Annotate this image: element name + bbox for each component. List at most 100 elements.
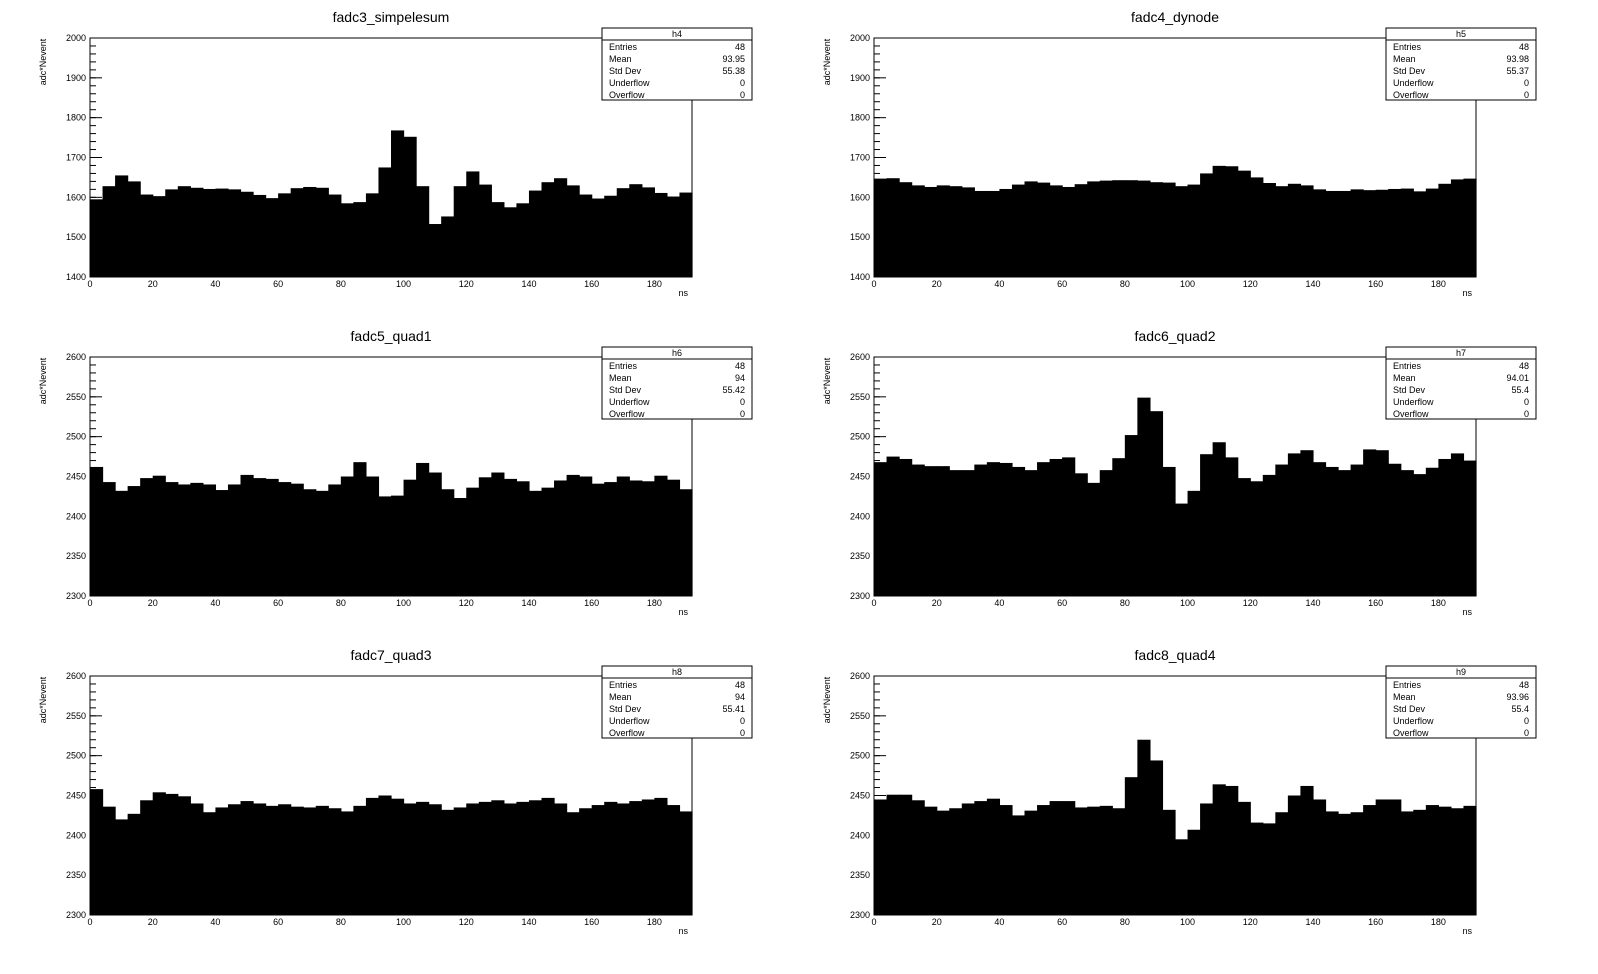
histogram-bar (90, 199, 104, 277)
histogram-bar (478, 801, 492, 915)
histogram-title: fadc5_quad1 (351, 328, 432, 344)
histogram-bar (886, 178, 900, 277)
histogram-bar (999, 188, 1013, 277)
y-tick-label: 1800 (850, 113, 870, 123)
histogram-bar (949, 470, 963, 596)
stats-label: Entries (1393, 42, 1422, 52)
histogram-bar (1087, 181, 1101, 277)
histogram-bar (1212, 165, 1226, 277)
histogram-bar (654, 797, 668, 915)
histogram-bar (278, 804, 292, 915)
histogram-pad-1: fadc3_simpelesum140015001600170018001900… (38, 9, 753, 298)
histogram-bar (1149, 760, 1164, 915)
y-tick-label: 2450 (850, 791, 870, 801)
histogram-bar (215, 188, 229, 277)
histogram-bar (391, 798, 405, 915)
x-tick-label: 60 (273, 279, 283, 289)
histogram-bar (629, 184, 643, 277)
histogram-bar (986, 798, 1001, 915)
x-tick-label: 60 (273, 917, 283, 927)
stats-value: 0 (740, 409, 745, 419)
histogram-bar (1350, 464, 1364, 596)
histogram-bar (679, 192, 693, 277)
histogram-bar (1312, 799, 1327, 915)
y-axis-title: adc*Nevent (38, 357, 48, 404)
histogram-bar (152, 475, 166, 596)
y-tick-label: 2550 (850, 711, 870, 721)
stats-label: Mean (609, 692, 632, 702)
x-tick-label: 140 (521, 279, 536, 289)
histogram-bar (240, 801, 254, 915)
x-tick-label: 120 (459, 917, 474, 927)
x-tick-label: 80 (336, 917, 346, 927)
histogram-bar (1024, 181, 1038, 277)
x-axis-title: ns (1462, 607, 1472, 617)
histogram-bar (961, 470, 975, 596)
y-tick-label: 2600 (66, 352, 86, 362)
histogram-bar (1162, 182, 1176, 277)
stats-label: Entries (609, 361, 638, 371)
histogram-pad-2: fadc4_dynode1400150016001700180019002000… (822, 9, 1537, 298)
y-tick-label: 1800 (66, 113, 86, 123)
stats-value: 0 (1524, 409, 1529, 419)
histogram-bar (1450, 808, 1465, 915)
x-tick-label: 60 (273, 598, 283, 608)
histogram-bar (478, 184, 492, 277)
x-tick-label: 180 (647, 279, 662, 289)
histogram-bar (516, 801, 530, 915)
stats-label: Std Dev (609, 66, 642, 76)
histogram-bar (1250, 177, 1264, 277)
histogram-bar (1262, 823, 1276, 915)
histogram-bar (1388, 463, 1402, 596)
histogram-bar (591, 483, 605, 596)
histogram-bar (315, 490, 329, 596)
stats-label: Entries (609, 680, 638, 690)
histogram-bar (1112, 808, 1126, 915)
histogram-bar (1087, 482, 1101, 596)
histogram-bar (1400, 470, 1414, 596)
histogram-bar (315, 187, 329, 277)
y-axis-title: adc*Nevent (38, 38, 48, 85)
histogram-bar (190, 482, 204, 596)
histogram-bar (1024, 810, 1038, 915)
stats-label: Overflow (1393, 409, 1429, 419)
y-tick-label: 2400 (850, 830, 870, 840)
stats-label: Std Dev (1393, 66, 1426, 76)
stats-value: 94 (735, 373, 745, 383)
histogram-bar (1287, 183, 1302, 277)
histogram-bar (566, 812, 580, 915)
histogram-bar (491, 800, 505, 915)
stats-value: 55.42 (722, 385, 745, 395)
histogram-bar (1175, 839, 1189, 915)
histogram-bar (899, 182, 913, 277)
x-tick-label: 180 (1431, 279, 1446, 289)
histogram-bar (1425, 467, 1439, 596)
histogram-bar (1011, 184, 1026, 277)
histogram-bar (391, 495, 405, 596)
histogram-bar (416, 801, 430, 915)
stats-box-title: h6 (672, 348, 682, 358)
histogram-bar (911, 185, 925, 277)
x-tick-label: 0 (871, 279, 876, 289)
histogram-bar (924, 806, 938, 915)
stats-value: 0 (1524, 728, 1529, 738)
histogram-bar (1325, 466, 1339, 596)
histogram-bar (1162, 466, 1176, 596)
histogram-bar (1225, 785, 1239, 915)
x-tick-label: 120 (1243, 279, 1258, 289)
histogram-bar (1149, 411, 1164, 596)
histogram-bar (1237, 801, 1251, 915)
x-tick-label: 140 (1305, 917, 1320, 927)
stats-label: Std Dev (1393, 385, 1426, 395)
histogram-bar (453, 186, 467, 277)
x-tick-label: 20 (932, 279, 942, 289)
histogram-bar (999, 462, 1013, 596)
histogram-pad-5: fadc7_quad3 2300 2350 2400 2450 2500 2550 2600 0… (38, 647, 753, 936)
histogram-bar (1425, 805, 1439, 915)
histogram-bar (1375, 189, 1389, 277)
y-axis-title: adc*Nevent (822, 38, 832, 85)
histogram-bar (1250, 822, 1264, 915)
histogram-bar (1011, 466, 1026, 596)
histogram-bar (102, 806, 116, 915)
